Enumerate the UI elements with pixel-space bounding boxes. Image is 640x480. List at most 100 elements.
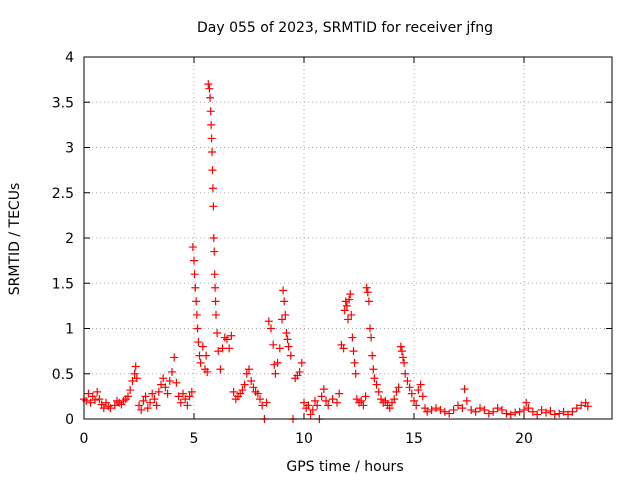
data-point bbox=[84, 389, 93, 398]
data-point bbox=[555, 409, 564, 418]
data-point bbox=[583, 402, 592, 411]
data-point bbox=[542, 408, 550, 417]
data-point bbox=[476, 404, 484, 413]
data-point bbox=[110, 401, 119, 410]
data-point bbox=[247, 376, 256, 385]
data-point bbox=[183, 401, 192, 410]
data-point bbox=[192, 310, 201, 319]
data-point bbox=[249, 383, 258, 392]
data-point bbox=[275, 344, 284, 353]
data-point bbox=[132, 374, 141, 383]
data-point bbox=[370, 374, 379, 383]
chart-title: Day 055 of 2023, SRMTID for receiver jfn… bbox=[197, 20, 493, 36]
data-point bbox=[126, 386, 135, 395]
data-point bbox=[366, 324, 374, 333]
data-point bbox=[205, 84, 214, 93]
data-point bbox=[347, 310, 356, 319]
data-point bbox=[522, 398, 531, 407]
data-point bbox=[280, 297, 289, 306]
data-point bbox=[213, 329, 222, 338]
data-point bbox=[304, 401, 313, 410]
data-point bbox=[577, 401, 586, 410]
x-tick-label: 5 bbox=[190, 431, 199, 447]
data-point bbox=[367, 333, 376, 342]
data-point bbox=[93, 387, 102, 396]
data-point bbox=[253, 389, 262, 398]
data-point bbox=[91, 395, 99, 404]
y-axis-label: SRMTID / TECUs bbox=[7, 183, 23, 296]
x-tick-label: 15 bbox=[405, 431, 423, 447]
data-point bbox=[170, 353, 179, 362]
data-point bbox=[390, 395, 399, 404]
y-tick-label: 2 bbox=[65, 231, 74, 247]
data-point bbox=[440, 407, 449, 416]
data-point bbox=[368, 351, 377, 360]
data-point bbox=[135, 401, 143, 410]
data-point bbox=[414, 386, 423, 395]
data-point bbox=[449, 405, 458, 414]
data-point bbox=[345, 295, 354, 304]
data-point bbox=[264, 317, 273, 326]
data-point bbox=[207, 134, 216, 143]
data-point bbox=[187, 387, 196, 396]
data-point bbox=[400, 358, 409, 367]
data-point bbox=[467, 405, 476, 414]
data-point bbox=[179, 389, 187, 398]
data-point bbox=[192, 297, 201, 306]
data-point bbox=[190, 270, 199, 279]
data-point bbox=[211, 297, 220, 306]
data-point bbox=[194, 338, 203, 347]
data-point bbox=[124, 392, 132, 401]
data-point bbox=[181, 395, 190, 404]
data-point bbox=[229, 387, 238, 396]
data-point bbox=[423, 407, 432, 416]
data-point bbox=[405, 383, 414, 392]
data-point bbox=[216, 365, 225, 374]
data-point bbox=[349, 347, 358, 356]
data-point bbox=[198, 342, 207, 351]
data-point bbox=[372, 380, 381, 389]
data-point bbox=[258, 401, 267, 410]
data-point bbox=[282, 329, 291, 338]
data-point bbox=[369, 365, 378, 374]
data-point bbox=[223, 335, 231, 344]
data-point bbox=[308, 405, 317, 414]
data-point bbox=[256, 395, 264, 404]
y-tick-label: 1 bbox=[65, 322, 74, 338]
data-point bbox=[311, 396, 319, 405]
data-point bbox=[206, 93, 215, 102]
data-point bbox=[401, 369, 410, 378]
data-point bbox=[269, 340, 278, 349]
data-point bbox=[392, 387, 401, 396]
data-point bbox=[240, 380, 249, 389]
data-point bbox=[357, 396, 366, 405]
data-point bbox=[86, 398, 95, 407]
y-tick-label: 2.5 bbox=[52, 186, 74, 202]
data-point bbox=[143, 404, 152, 413]
data-point bbox=[340, 306, 349, 315]
data-point bbox=[208, 184, 217, 193]
data-point bbox=[559, 407, 568, 416]
data-point bbox=[273, 358, 282, 367]
data-point bbox=[208, 148, 217, 157]
data-point bbox=[458, 404, 467, 413]
data-point bbox=[502, 409, 511, 418]
data-point bbox=[432, 404, 440, 413]
data-point bbox=[410, 396, 418, 405]
data-point bbox=[286, 351, 295, 360]
data-point bbox=[351, 369, 360, 378]
data-point bbox=[335, 389, 344, 398]
data-point bbox=[152, 401, 161, 410]
data-point bbox=[102, 398, 110, 407]
data-point bbox=[460, 385, 469, 394]
data-point bbox=[511, 408, 520, 417]
data-point bbox=[279, 286, 288, 295]
data-point bbox=[520, 405, 528, 414]
data-point bbox=[528, 407, 537, 416]
data-point bbox=[568, 407, 577, 416]
data-point bbox=[506, 410, 515, 419]
data-point bbox=[214, 347, 223, 356]
data-point bbox=[342, 301, 351, 310]
data-point bbox=[165, 376, 174, 385]
